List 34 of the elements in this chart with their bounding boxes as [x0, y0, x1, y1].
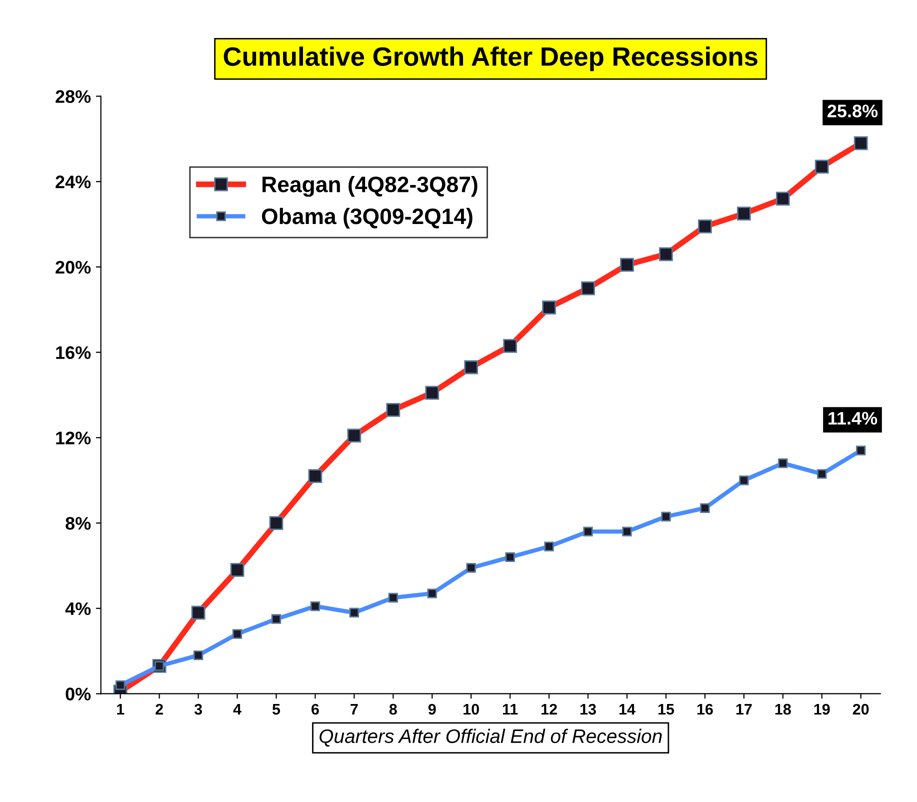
y-tick-label: 8% [66, 516, 91, 530]
legend-label: Obama (3Q09-2Q14) [262, 208, 472, 229]
x-tick-label: 14 [619, 704, 636, 715]
y-tick-label: 24% [56, 176, 91, 188]
x-tick-label: 2 [156, 704, 163, 715]
y-tick-label: 0% [66, 688, 91, 700]
x-tick-label: 16 [697, 704, 713, 715]
x-tick-label: 10 [464, 704, 479, 715]
x-tick-label: 4 [233, 704, 242, 715]
x-tick-label: 8 [389, 704, 397, 715]
annotation: 11.4% [828, 412, 878, 425]
x-axis-title: Quarters After Official End of Recession [320, 728, 662, 747]
annotation: 25.8% [828, 104, 878, 118]
chart-title: Cumulative Growth After Deep Recessions [224, 46, 758, 72]
x-tick-label: 17 [736, 704, 752, 715]
x-tick-label: 1 [117, 704, 124, 715]
x-tick-label: 11 [502, 704, 518, 715]
x-tick-label: 15 [658, 704, 674, 715]
y-tick-label: 28% [56, 90, 91, 103]
y-tick-label: 12% [56, 432, 91, 444]
x-tick-label: 19 [814, 704, 830, 715]
x-tick-label: 20 [852, 704, 869, 715]
y-tick-label: 20% [56, 260, 91, 274]
y-tick-label: 16% [56, 346, 91, 360]
x-tick-label: 7 [350, 704, 358, 715]
x-tick-label: 9 [428, 704, 436, 715]
x-tick-label: 13 [580, 704, 596, 715]
x-tick-label: 18 [775, 704, 791, 715]
legend-label: Reagan (4Q82-3Q87) [262, 176, 478, 197]
x-tick-label: 6 [312, 704, 319, 715]
y-tick-label: 4% [65, 602, 91, 616]
x-tick-label: 5 [272, 704, 280, 715]
x-tick-label: 3 [194, 704, 202, 715]
x-tick-label: 12 [542, 704, 557, 715]
